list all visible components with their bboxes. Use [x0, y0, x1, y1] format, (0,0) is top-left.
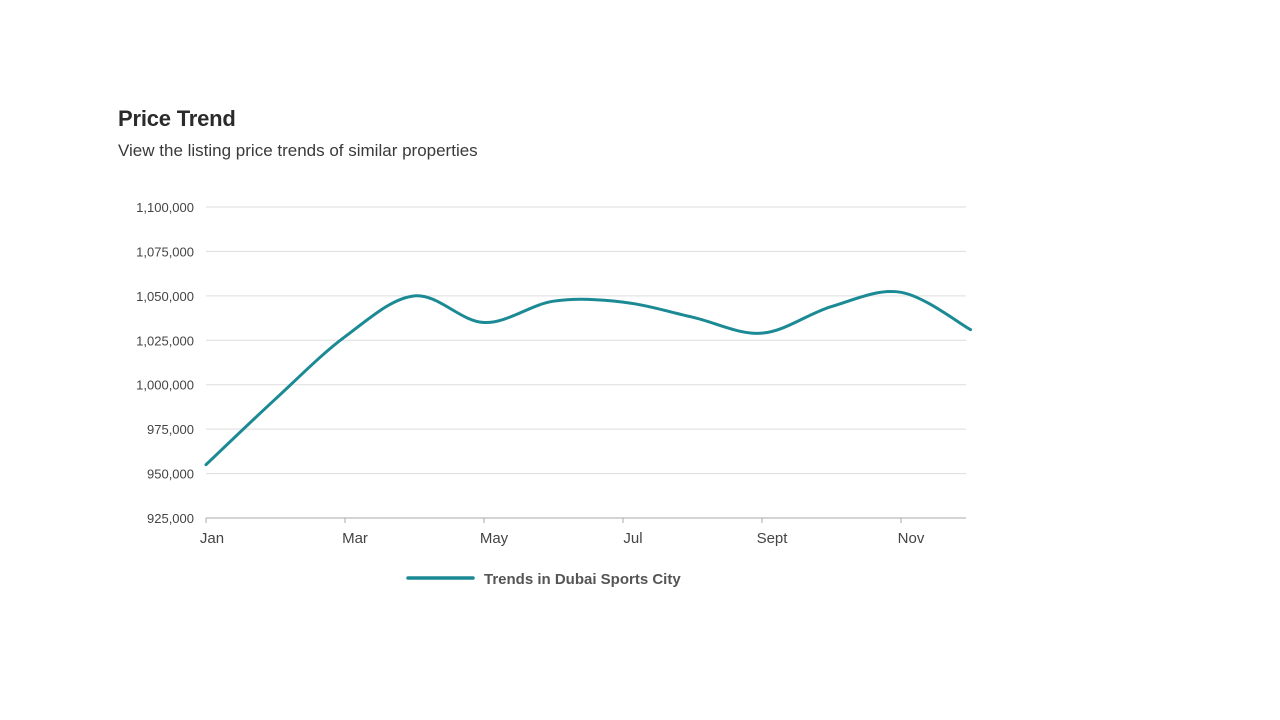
- y-tick-label: 925,000: [147, 511, 194, 526]
- y-tick-label: 950,000: [147, 467, 194, 482]
- x-tick-label: May: [480, 530, 509, 547]
- y-tick-label: 1,100,000: [136, 200, 194, 215]
- page-subtitle: View the listing price trends of similar…: [118, 141, 478, 160]
- data-point: [968, 327, 974, 333]
- x-tick-label: Jul: [623, 530, 642, 547]
- x-tick-label: Mar: [342, 530, 368, 547]
- y-tick-label: 1,000,000: [136, 378, 194, 393]
- data-point: [759, 330, 765, 336]
- x-tick-label: Jan: [200, 530, 224, 547]
- data-point: [481, 320, 487, 326]
- y-tick-label: 1,075,000: [136, 244, 194, 259]
- data-point: [273, 396, 279, 402]
- y-tick-label: 1,050,000: [136, 289, 194, 304]
- data-point: [620, 299, 626, 305]
- page-title: Price Trend: [118, 106, 236, 131]
- data-point: [203, 462, 209, 468]
- data-point: [898, 289, 904, 295]
- x-tick-label: Nov: [898, 530, 925, 547]
- legend-label[interactable]: Trends in Dubai Sports City: [484, 571, 681, 588]
- data-point: [342, 334, 348, 340]
- data-point: [412, 293, 418, 299]
- y-tick-label: 975,000: [147, 422, 194, 437]
- y-tick-label: 1,025,000: [136, 333, 194, 348]
- data-point: [690, 314, 696, 320]
- data-point: [551, 298, 557, 304]
- x-tick-label: Sept: [757, 530, 789, 547]
- series-line: [204, 290, 972, 467]
- data-point: [829, 304, 835, 310]
